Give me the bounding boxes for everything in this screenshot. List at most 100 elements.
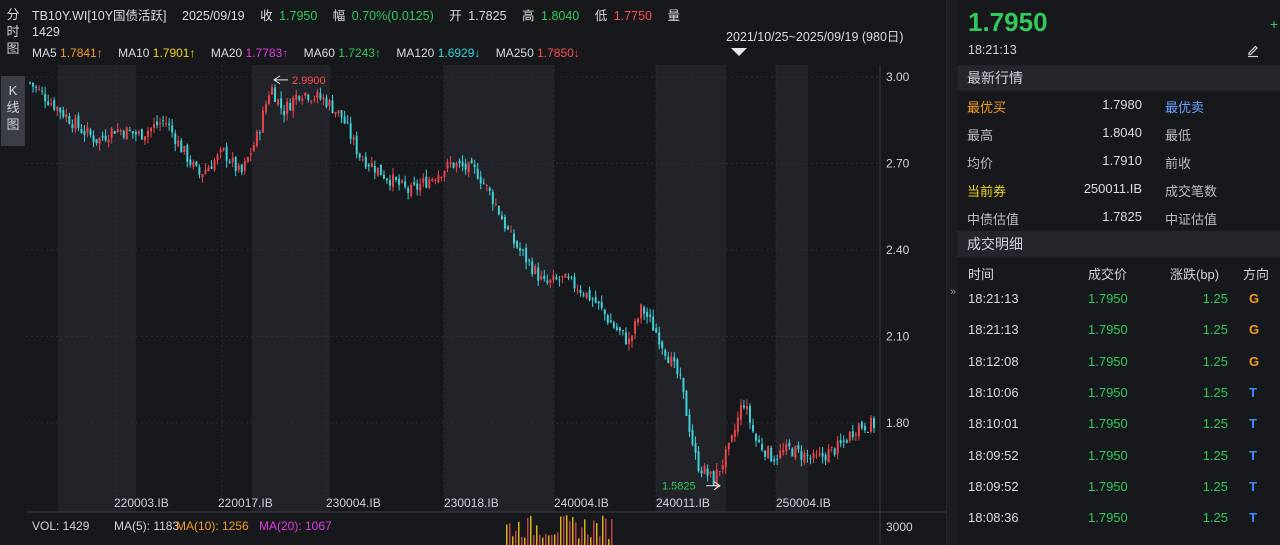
trade-time: 18:21:13 — [968, 291, 1019, 306]
x-tick-label: 220017.IB — [218, 496, 273, 510]
candle-body — [791, 448, 794, 457]
candle-body — [392, 174, 395, 187]
tab-intraday-char: 图 — [6, 41, 20, 56]
candle-body — [851, 431, 854, 438]
trade-change: 1.25 — [1202, 510, 1228, 526]
kline-chart[interactable]: 3.00 2.70 2.40 2.10 1.80 220003.IB 220017.IB 23… — [26, 0, 946, 545]
high-value: 1.8040 — [541, 9, 580, 23]
candle-body — [280, 98, 283, 109]
candle-body — [440, 176, 443, 178]
tab-intraday[interactable]: 分 时 图 — [1, 6, 25, 62]
quote-date: 2025/09/19 — [182, 9, 245, 23]
candle-body — [222, 148, 225, 151]
candle-body — [794, 446, 797, 459]
candle-body — [355, 135, 358, 155]
trade-price: 1.7950 — [1088, 478, 1128, 494]
edit-icon[interactable] — [1246, 42, 1260, 58]
candle-body — [618, 327, 621, 331]
candle-body — [640, 304, 643, 319]
plus-icon[interactable]: + — [1270, 16, 1279, 32]
candle-body — [44, 93, 47, 102]
candle-body — [597, 301, 600, 304]
candle-body — [528, 259, 531, 261]
candle-body — [815, 455, 818, 457]
trade-time: 18:08:36 — [968, 510, 1019, 526]
candle-body — [658, 332, 661, 345]
candle-body — [549, 279, 552, 283]
volume-bar — [518, 521, 520, 545]
candle-body — [661, 341, 664, 349]
x-tick-label: 230004.IB — [326, 496, 381, 510]
trade-direction: G — [1249, 322, 1260, 338]
candle-body — [567, 276, 570, 279]
candle-body — [286, 101, 289, 114]
x-tick-label: 220003.IB — [114, 496, 169, 510]
candle-body — [479, 176, 482, 184]
candle-body — [95, 139, 98, 144]
candle-body — [295, 94, 298, 100]
candle-body — [797, 445, 800, 450]
candle-body — [488, 187, 491, 192]
candle-body — [413, 182, 416, 185]
candle-body — [866, 431, 869, 433]
candle-body — [733, 430, 736, 437]
open-label: 开 — [449, 9, 462, 23]
candle-body — [53, 100, 56, 110]
trade-change: 1.25 — [1202, 478, 1228, 494]
ma20-value: 1.7783↑ — [245, 46, 289, 60]
candle-body — [153, 124, 156, 128]
candle-body — [116, 129, 119, 132]
candle-body — [670, 356, 673, 366]
candle-body — [401, 180, 404, 183]
candle-body — [594, 297, 597, 303]
candle-body — [128, 129, 131, 131]
candle-body — [252, 145, 255, 152]
candle-body — [782, 450, 785, 453]
candle-body — [643, 307, 646, 314]
candle-body — [830, 446, 833, 448]
candle-body — [289, 102, 292, 111]
candle-body — [506, 226, 509, 230]
trade-change: 1.25 — [1202, 416, 1228, 432]
candle-body — [340, 110, 343, 118]
tab-kline-char: 图 — [6, 117, 20, 132]
candle-body — [579, 289, 582, 293]
candle-body — [449, 162, 452, 164]
candle-body — [137, 131, 140, 134]
candle-body — [773, 459, 776, 462]
volume-bar — [521, 537, 523, 545]
header-time: 时间 — [968, 267, 995, 282]
candle-body — [119, 130, 122, 132]
trade-direction: T — [1249, 510, 1257, 526]
candle-body — [818, 453, 821, 456]
candle-body — [143, 136, 146, 141]
panel-collapse-handle[interactable]: » — [946, 0, 958, 545]
candle-body — [228, 161, 231, 163]
trade-time: 18:10:01 — [968, 416, 1019, 432]
tab-kline[interactable]: K 线 图 — [1, 76, 25, 146]
candle-body — [246, 157, 249, 162]
range-dropdown-icon[interactable] — [731, 48, 747, 56]
candle-body — [382, 174, 385, 179]
trade-time: 18:12:08 — [968, 353, 1019, 369]
candle-body — [821, 452, 824, 457]
trades-section-title: 成交明细 — [958, 231, 1280, 257]
trade-change: 1.25 — [1202, 322, 1228, 338]
candle-body — [343, 116, 346, 124]
candle-body — [718, 471, 721, 473]
low-label: 低 — [594, 9, 608, 23]
double-chevron-right-icon[interactable]: » — [949, 286, 957, 298]
volume-legend-item: MA(5): 1183 — [114, 519, 179, 533]
kline-chart-area[interactable]: 3.00 2.70 2.40 2.10 1.80 220003.IB 220017.IB 23… — [26, 0, 946, 545]
candle-body — [165, 122, 168, 124]
volume-bar — [530, 515, 532, 545]
candle-body — [101, 135, 104, 138]
candle-body — [337, 110, 340, 113]
candle-body — [576, 290, 579, 292]
candle-body — [313, 98, 316, 100]
quote-row: 中债估值 1.7825 中证估值 — [958, 203, 1280, 231]
volume-bar — [527, 517, 529, 545]
candle-body — [764, 450, 767, 457]
trade-price: 1.7950 — [1088, 447, 1128, 463]
trade-direction: T — [1249, 447, 1257, 463]
